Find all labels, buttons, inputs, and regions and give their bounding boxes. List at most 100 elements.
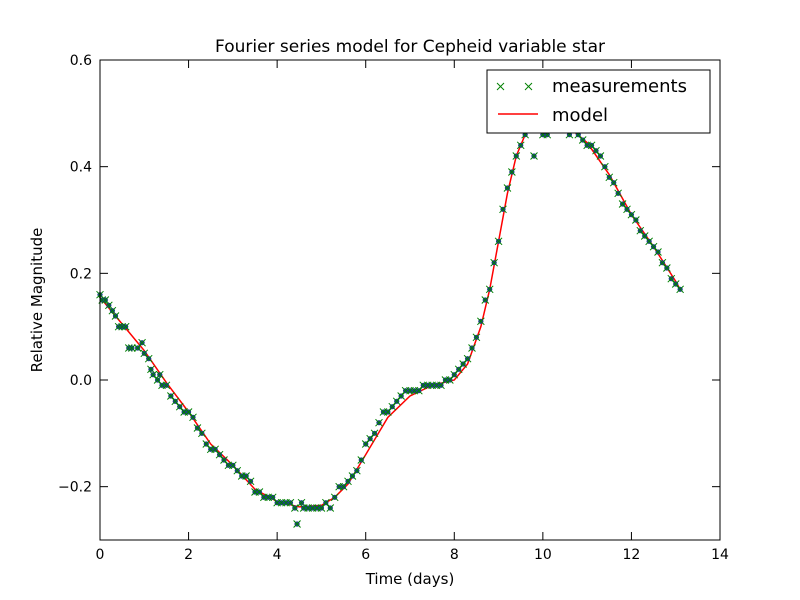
measurement-points-layer <box>96 120 684 528</box>
plot-frame <box>99 59 721 541</box>
legend: measurements model <box>486 69 711 134</box>
measurement-point <box>128 344 136 352</box>
measurement-point <box>472 333 481 342</box>
x-tick-label: 4 <box>273 547 282 563</box>
y-tick-label: 0.2 <box>70 266 92 282</box>
measurement-point <box>636 226 645 235</box>
measurement-point <box>167 392 175 400</box>
measurement-point <box>229 461 237 470</box>
measurement-point <box>138 338 146 347</box>
measurement-point <box>530 152 538 160</box>
measurement-point <box>291 504 299 512</box>
measurement-point <box>632 216 640 224</box>
x-tick-label: 12 <box>623 547 641 563</box>
y-tick-label: 0.0 <box>70 373 92 389</box>
measurement-point <box>149 370 157 379</box>
measurement-point <box>370 429 379 438</box>
measurement-point <box>293 520 301 528</box>
measurement-point <box>592 146 600 155</box>
measurement-point <box>437 381 445 390</box>
measurement-point <box>450 370 459 379</box>
measurement-point <box>330 493 339 502</box>
measurement-point <box>459 360 467 368</box>
y-axis-label: Relative Magnitude <box>28 228 46 373</box>
measurement-point <box>366 434 374 443</box>
measurement-point <box>516 141 525 150</box>
measurement-point <box>147 365 155 374</box>
measurement-point <box>512 152 521 160</box>
measurement-point <box>499 205 507 214</box>
x-tick-label: 6 <box>361 547 370 563</box>
measurement-point <box>171 397 180 406</box>
measurement-point <box>322 498 330 507</box>
measurement-point <box>233 466 242 475</box>
y-tick-label: 0.4 <box>70 160 92 176</box>
plot-area <box>96 59 721 541</box>
measurement-point <box>508 168 516 176</box>
measurement-point <box>397 392 405 400</box>
x-tick-label: 2 <box>184 547 193 563</box>
legend-marker-measurements <box>496 82 533 91</box>
measurement-point <box>220 456 228 464</box>
measurement-point <box>357 456 366 464</box>
measurement-point <box>667 274 676 283</box>
measurement-point <box>663 264 671 272</box>
x-axis-label: Time (days) <box>365 570 455 588</box>
measurement-point <box>193 424 202 432</box>
measurement-point <box>353 466 361 475</box>
y-axis-ticks: −0.2 0.0 0.2 0.4 0.6 <box>58 53 720 496</box>
measurement-point <box>618 200 627 208</box>
measurement-point <box>162 381 171 390</box>
measurement-point <box>384 408 392 416</box>
measurement-point <box>392 397 401 406</box>
measurement-point <box>361 440 370 448</box>
measurement-point <box>614 189 622 198</box>
measurement-point <box>481 296 490 304</box>
measurement-point <box>676 285 684 294</box>
x-tick-label: 0 <box>96 547 105 563</box>
measurement-point <box>144 354 153 363</box>
measurement-point <box>155 370 164 379</box>
measurement-point <box>609 178 618 187</box>
legend-label-model: model <box>552 105 608 126</box>
measurement-point <box>121 322 130 331</box>
measurement-point <box>153 376 162 384</box>
measurement-point <box>348 472 357 480</box>
y-tick-label: 0.6 <box>70 53 92 69</box>
x-tick-label: 14 <box>711 547 729 563</box>
measurement-point <box>268 493 277 502</box>
measurement-point <box>446 376 454 384</box>
x-tick-label: 10 <box>534 547 552 563</box>
measurement-point <box>211 445 219 454</box>
measurement-point <box>198 429 206 438</box>
measurement-point <box>202 440 211 448</box>
measurement-point <box>326 504 335 512</box>
measurement-point <box>490 258 498 267</box>
measurement-point <box>477 317 485 326</box>
measurement-point <box>375 418 383 427</box>
measurement-point <box>503 184 512 192</box>
measurement-point <box>468 344 476 352</box>
measurement-point <box>108 306 117 315</box>
measurement-point <box>658 258 667 267</box>
measurement-point <box>578 136 587 144</box>
measurement-point <box>242 472 250 480</box>
measurement-point <box>671 280 680 288</box>
measurement-point <box>627 210 636 219</box>
measurement-point <box>215 450 224 459</box>
measurement-point <box>133 344 142 352</box>
y-tick-label: −0.2 <box>58 480 92 496</box>
measurement-point <box>255 488 264 496</box>
measurement-point <box>485 285 494 294</box>
measurement-point <box>246 477 255 486</box>
measurement-point <box>649 242 658 251</box>
measurement-point <box>587 141 596 150</box>
measurement-point <box>105 301 113 310</box>
legend-box <box>486 69 711 134</box>
plot-background <box>100 60 720 540</box>
measurement-point <box>605 173 614 182</box>
measurement-point <box>101 296 110 304</box>
measurement-point <box>596 152 605 160</box>
measurement-point <box>140 349 149 358</box>
